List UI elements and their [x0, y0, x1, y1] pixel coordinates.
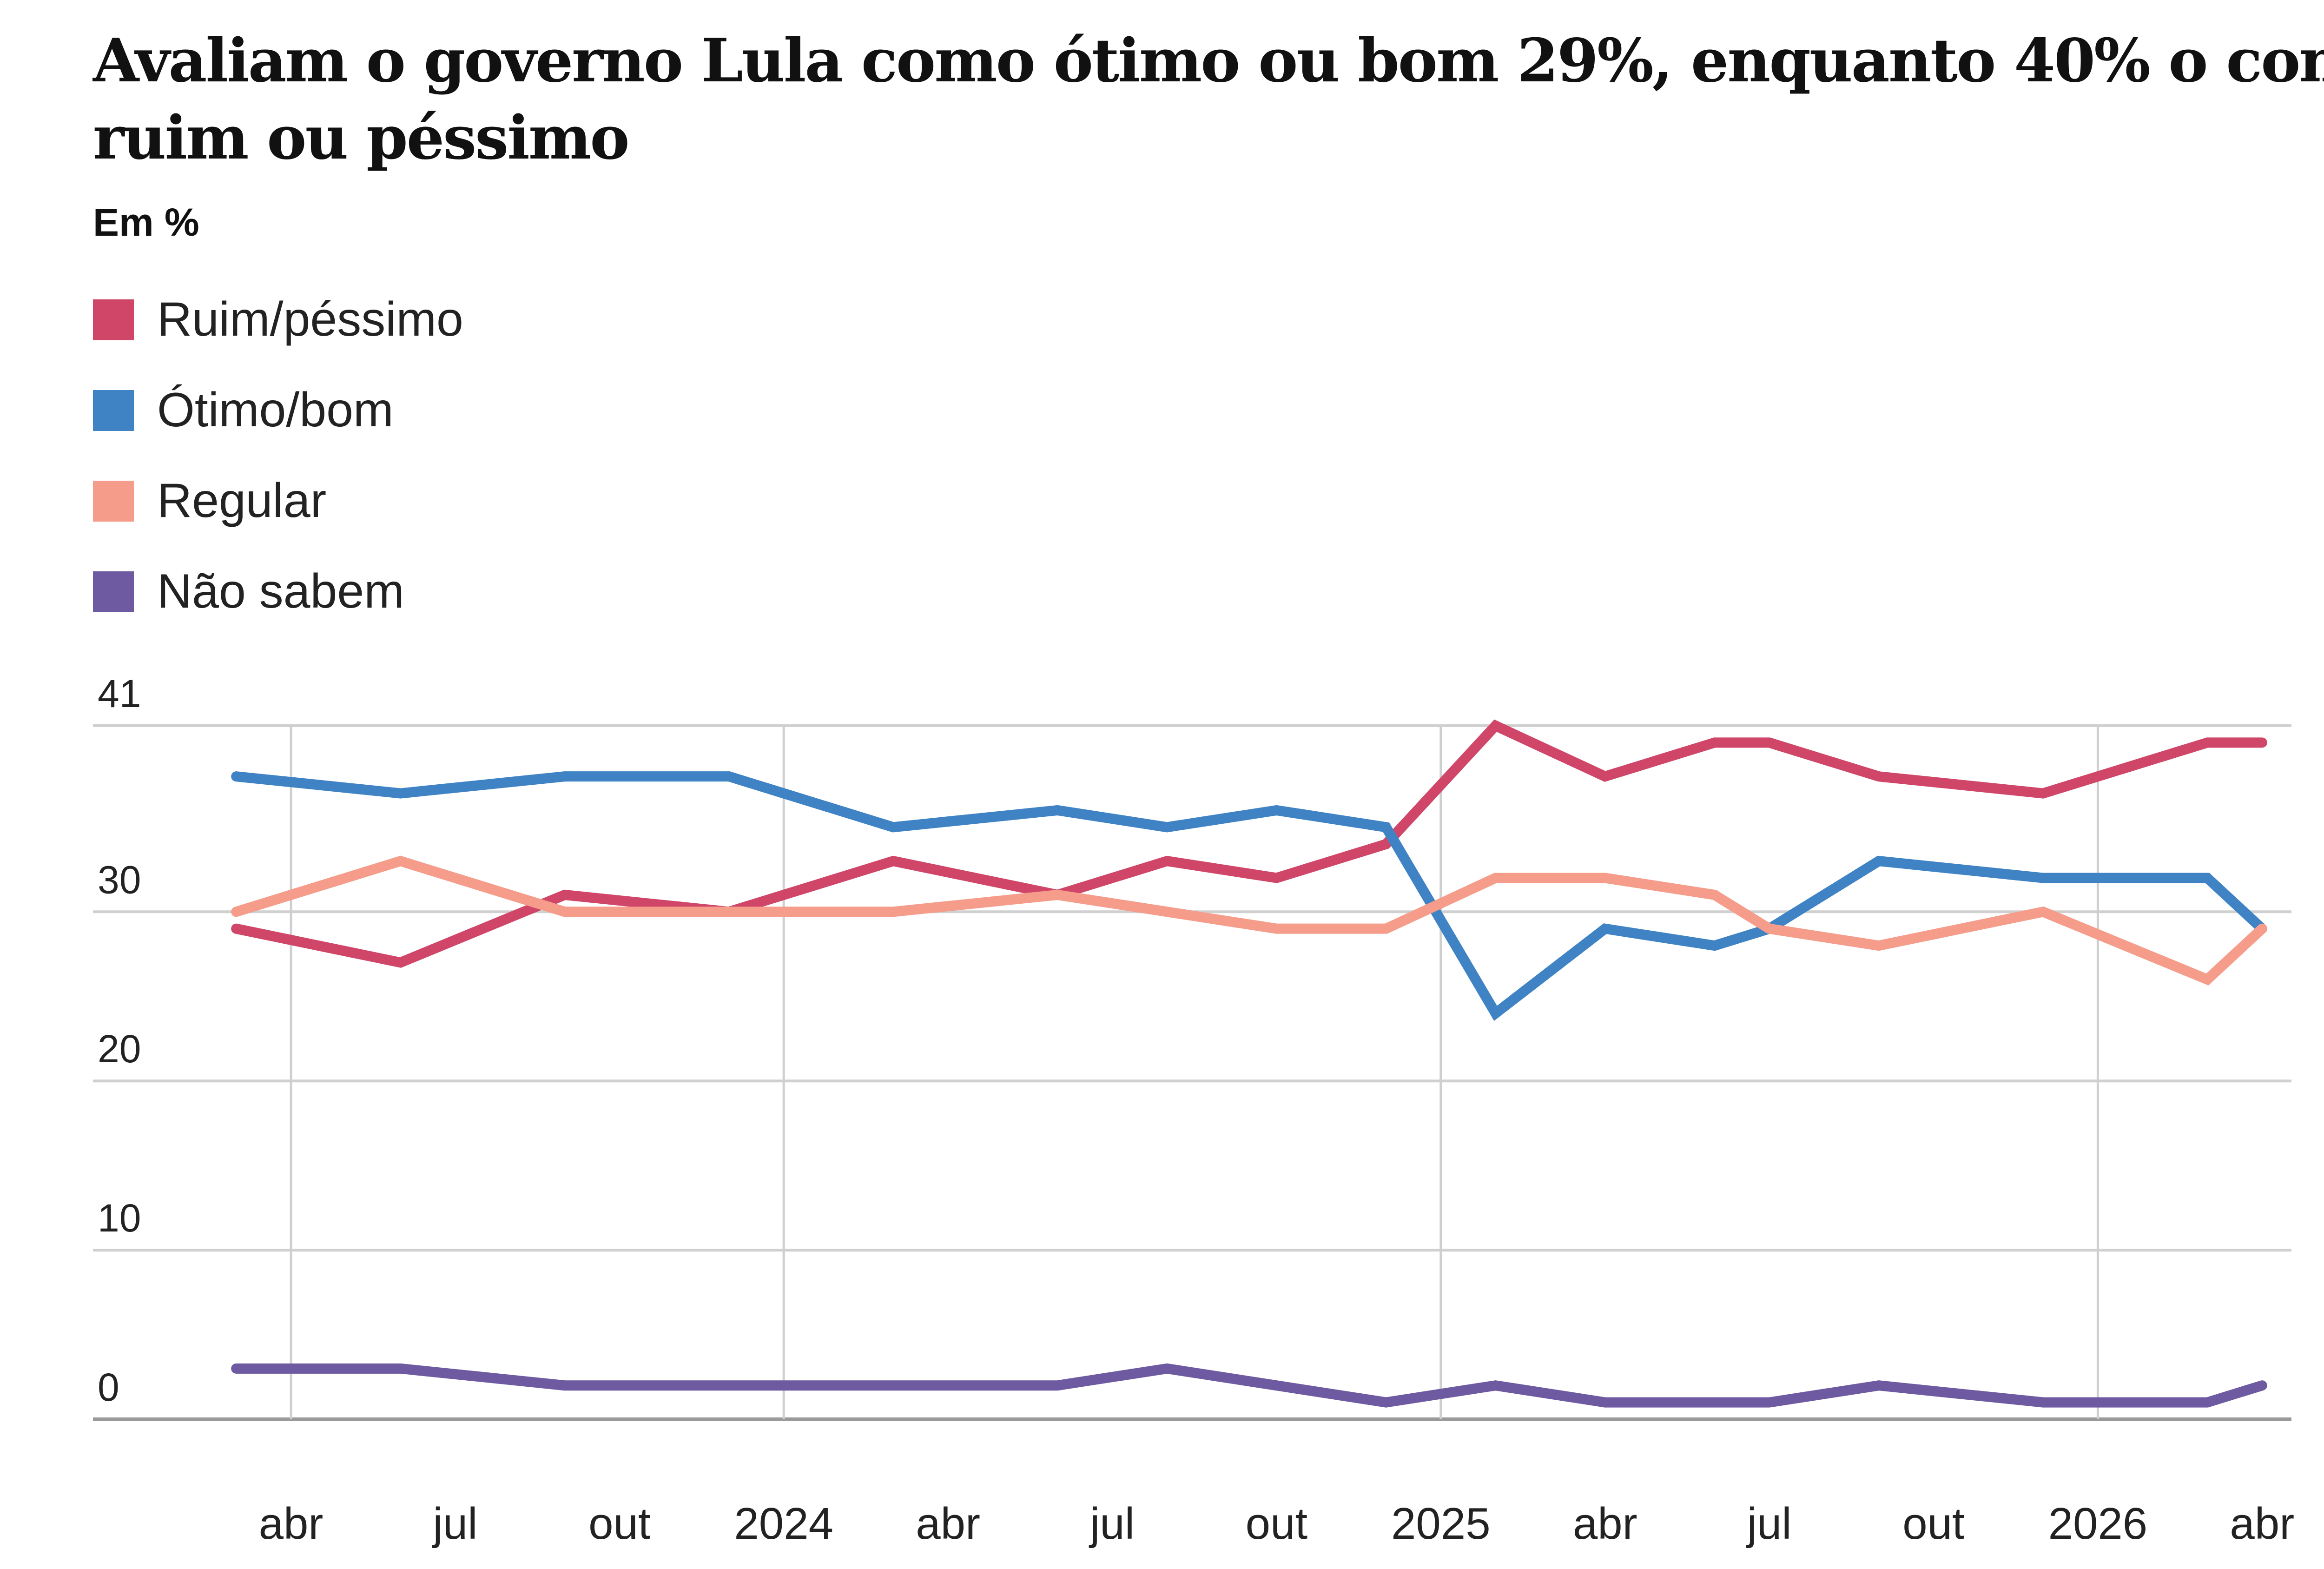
x-axis-labels: abr jul out 2024 abr jul out 2025 abr jul out 2026 a…	[259, 1499, 2295, 1549]
unit-label: Em %	[93, 200, 199, 244]
legend-label-nao-sabem: Não sabem	[157, 564, 404, 618]
x-tick-label: out	[1902, 1499, 1964, 1549]
legend-label-otimo-bom: Ótimo/bom	[157, 383, 394, 437]
x-tick-label: jul	[1089, 1499, 1135, 1549]
legend-item-otimo-bom: Ótimo/bom	[93, 365, 463, 456]
x-tick-label: jul	[431, 1499, 477, 1549]
x-tick-label: out	[1246, 1499, 1307, 1549]
series-line-regular	[231, 855, 2267, 986]
x-tick-label: jul	[1746, 1499, 1792, 1549]
legend-swatch-nao-sabem	[93, 571, 134, 612]
horizontal-gridlines	[93, 724, 2291, 1421]
series-lines	[231, 719, 2267, 1408]
legend-swatch-ruim-pessimo	[93, 299, 134, 340]
x-tick-label: abr	[259, 1499, 324, 1549]
x-tick-label: abr	[916, 1499, 980, 1549]
y-tick-label: 30	[98, 858, 141, 901]
y-tick-label: 41	[98, 672, 141, 715]
vertical-gridlines	[290, 726, 2099, 1419]
y-tick-label: 10	[98, 1196, 141, 1240]
series-line-nao-sabem	[231, 1363, 2267, 1408]
chart-title: Avaliam o governo Lula como ótimo ou bom…	[93, 26, 2324, 173]
legend-item-regular: Regular	[93, 456, 463, 546]
x-tick-label: abr	[1573, 1499, 1637, 1549]
x-tick-label: 2025	[1391, 1499, 1491, 1549]
legend-swatch-otimo-bom	[93, 390, 134, 431]
y-axis-labels: 0 10 20 30 41	[98, 672, 141, 1409]
legend-item-ruim-pessimo: Ruim/péssimo	[93, 274, 463, 365]
series-line-otimo-bom	[231, 771, 2267, 1021]
legend-label-regular: Regular	[157, 474, 327, 528]
x-tick-label: 2026	[2048, 1499, 2148, 1549]
x-tick-label: 2024	[734, 1499, 833, 1549]
legend: Ruim/péssimo Ótimo/bom Regular Não sabem	[93, 274, 463, 637]
legend-label-ruim-pessimo: Ruim/péssimo	[157, 292, 463, 346]
legend-item-nao-sabem: Não sabem	[93, 546, 463, 637]
series-line-ruim-pessimo	[231, 719, 2267, 968]
x-tick-label: out	[588, 1499, 650, 1549]
legend-swatch-regular	[93, 480, 134, 522]
y-tick-label: 0	[98, 1365, 119, 1409]
x-tick-label: abr	[2230, 1499, 2294, 1549]
y-tick-label: 20	[98, 1027, 141, 1071]
